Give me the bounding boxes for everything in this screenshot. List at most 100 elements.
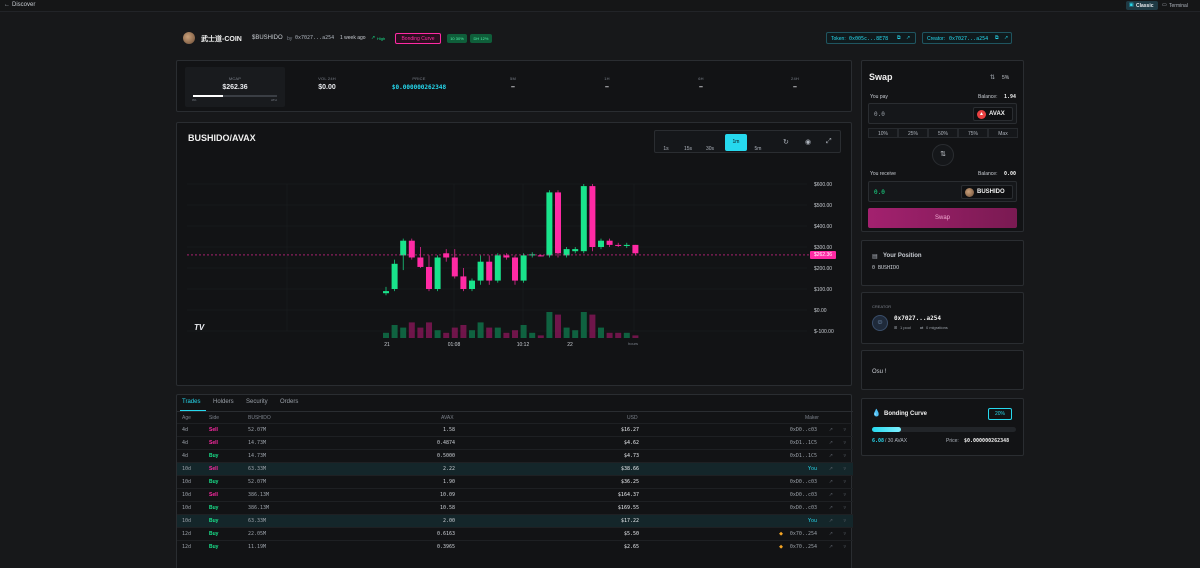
volume-bar xyxy=(477,322,484,338)
table-row[interactable]: 10d Sell 63.33M 2.22 $38.66 You ↗ ▿ xyxy=(177,462,853,475)
timeframe-15s[interactable]: 15s xyxy=(683,146,693,152)
amount-75-button[interactable]: 75% xyxy=(958,128,988,138)
timeframe-5m[interactable]: 5m xyxy=(754,146,762,152)
external-link-icon[interactable]: ↗ xyxy=(828,466,833,472)
filter-icon[interactable]: ▿ xyxy=(843,453,846,459)
discover-link[interactable]: Discover xyxy=(12,2,36,8)
table-row[interactable]: 4d Sell 14.73M 0.4874 $4.62 0xD1..1C5 ↗ ▿ xyxy=(177,436,853,449)
table-row[interactable]: 10d Sell 386.13M 10.09 $164.37 0xD0..c03 ↗ ▿ xyxy=(177,488,853,501)
table-row[interactable]: 4d Buy 14.73M 0.5000 $4.73 0xD1..1C5 ↗ ▿ xyxy=(177,449,853,462)
external-link-icon[interactable]: ↗ xyxy=(828,440,833,446)
trade-maker[interactable]: 0x70..254 xyxy=(789,531,817,537)
tab-trades[interactable]: Trades xyxy=(182,399,201,405)
trade-usd-amount: $38.66 xyxy=(620,466,639,472)
camera-icon[interactable]: ◉ xyxy=(805,139,812,146)
volume-bar xyxy=(460,325,467,338)
candle-body xyxy=(486,261,493,281)
creator-avatar[interactable]: ☺ xyxy=(872,315,888,331)
external-link-icon[interactable]: ↗ xyxy=(828,518,833,524)
amount-25-button[interactable]: 25% xyxy=(898,128,928,138)
filter-icon[interactable]: ▿ xyxy=(843,440,846,446)
filter-icon[interactable]: ▿ xyxy=(843,531,846,537)
trade-maker[interactable]: 0xD0..c03 xyxy=(789,505,817,511)
pay-token-select[interactable]: ▲ AVAX xyxy=(973,107,1013,121)
slippage-value[interactable]: 5% xyxy=(1002,75,1010,81)
volume-bar xyxy=(400,327,407,338)
creator-pools: 1 pool xyxy=(900,325,911,330)
external-link-icon[interactable]: ↗ xyxy=(828,492,833,498)
table-row[interactable]: 4d Sell 52.07M 1.58 $16.27 0xD0..c03 ↗ ▿ xyxy=(177,423,853,436)
filter-icon[interactable]: ▿ xyxy=(843,466,846,472)
volume-bar xyxy=(580,312,587,338)
bonding-curve-badge[interactable]: Bonding Curve xyxy=(395,33,441,44)
candle-body xyxy=(391,263,398,289)
filter-icon[interactable]: ▿ xyxy=(843,518,846,524)
external-link-icon[interactable]: ↗ xyxy=(828,505,833,511)
external-link-icon[interactable]: ↗ xyxy=(828,544,833,550)
external-link-icon[interactable]: ↗ xyxy=(1004,35,1009,41)
tab-orders[interactable]: Orders xyxy=(280,399,299,405)
external-link-icon[interactable]: ↗ xyxy=(828,453,833,459)
x-unit-label: hours xyxy=(628,341,639,346)
receive-token-select[interactable]: BUSHIDO xyxy=(961,185,1013,199)
timeframe-1m[interactable]: 1m xyxy=(725,134,747,151)
pay-input[interactable]: 0.0 xyxy=(874,111,885,118)
external-link-icon[interactable]: ↗ xyxy=(828,427,833,433)
y-tick-label: $400.00 xyxy=(814,224,832,230)
creator-address-link[interactable]: 0x7027...a254 xyxy=(894,315,941,322)
filter-icon[interactable]: ▿ xyxy=(843,505,846,511)
receive-input[interactable]: 0.0 xyxy=(874,189,885,196)
amount-10-button[interactable]: 10% xyxy=(868,128,898,138)
classic-toggle[interactable]: ▣ Classic xyxy=(1126,1,1158,10)
trade-maker[interactable]: You xyxy=(807,518,817,524)
settings-sliders-icon[interactable]: ⇅ xyxy=(990,75,996,81)
table-row[interactable]: 10d Buy 52.07M 1.90 $36.25 0xD0..c03 ↗ ▿ xyxy=(177,475,853,488)
terminal-toggle[interactable]: ▭ Terminal xyxy=(1160,1,1196,10)
token-address-chip[interactable]: Token: 0x005c...8E78 ⧉ ↗ xyxy=(826,32,916,44)
trade-maker[interactable]: 0xD1..1C5 xyxy=(789,440,817,446)
creator-address-label: Creator: xyxy=(927,36,946,42)
tab-security[interactable]: Security xyxy=(246,399,268,405)
filter-icon[interactable]: ▿ xyxy=(843,479,846,485)
creator-address-chip[interactable]: Creator: 0x7027...a254 ⧉ ↗ xyxy=(922,32,1012,44)
header-age: Age xyxy=(182,415,191,421)
trade-usd-amount: $169.55 xyxy=(617,505,639,511)
creator-short-link[interactable]: 0x7027...a254 xyxy=(295,35,335,41)
volume-bar xyxy=(537,335,544,338)
external-link-icon[interactable]: ↗ xyxy=(906,35,911,41)
token-age: 1 week ago xyxy=(340,35,366,41)
filter-icon[interactable]: ▿ xyxy=(843,427,846,433)
candle-body xyxy=(503,255,510,258)
table-row[interactable]: 12d Buy 22.05M 0.6163 $5.50 0x70..254 ◆ ↗ ▿ xyxy=(177,527,853,540)
trade-maker[interactable]: 0xD0..c03 xyxy=(789,427,817,433)
token-avatar[interactable] xyxy=(183,32,195,44)
fullscreen-icon[interactable]: ⤢ xyxy=(826,138,832,145)
trade-age: 12d xyxy=(182,544,192,550)
external-link-icon[interactable]: ↗ xyxy=(828,531,833,537)
copy-icon[interactable]: ⧉ xyxy=(995,35,999,41)
external-link-icon[interactable]: ↗ xyxy=(828,479,833,485)
trade-usd-amount: $4.62 xyxy=(623,440,639,446)
trade-maker[interactable]: You xyxy=(807,466,817,472)
swap-button[interactable]: Swap xyxy=(868,208,1017,228)
timeframe-1s[interactable]: 1s xyxy=(663,146,669,152)
tab-holders[interactable]: Holders xyxy=(213,399,234,405)
trade-maker[interactable]: 0x70..254 xyxy=(789,544,817,550)
trade-maker[interactable]: 0xD0..c03 xyxy=(789,479,817,485)
amount-50-button[interactable]: 50% xyxy=(928,128,958,138)
back-arrow-icon[interactable]: ← xyxy=(4,2,10,8)
filter-icon[interactable]: ▿ xyxy=(843,492,846,498)
amount-max-button[interactable]: Max xyxy=(988,128,1018,138)
table-row[interactable]: 10d Buy 63.33M 2.00 $17.22 You ↗ ▿ xyxy=(177,514,853,527)
refresh-icon[interactable]: ↻ xyxy=(783,139,789,146)
swap-direction-button[interactable]: ⇅ xyxy=(932,144,954,166)
timeframe-30s[interactable]: 30s xyxy=(705,146,715,152)
copy-icon[interactable]: ⧉ xyxy=(897,35,901,41)
trade-maker[interactable]: 0xD0..c03 xyxy=(789,492,817,498)
trade-maker[interactable]: 0xD1..1C5 xyxy=(789,453,817,459)
current-price-tag: $262.36 xyxy=(810,250,836,259)
candlestick-chart[interactable]: $600.00 $500.00 $400.00 $300.00 $200.00 $100.… xyxy=(177,163,851,353)
table-row[interactable]: 10d Buy 386.13M 10.58 $169.55 0xD0..c03 ↗ ▿ xyxy=(177,501,853,514)
filter-icon[interactable]: ▿ xyxy=(843,544,846,550)
table-row[interactable]: 12d Buy 11.19M 0.3965 $2.65 0x70..254 ◆ ↗ ▿ xyxy=(177,540,853,553)
